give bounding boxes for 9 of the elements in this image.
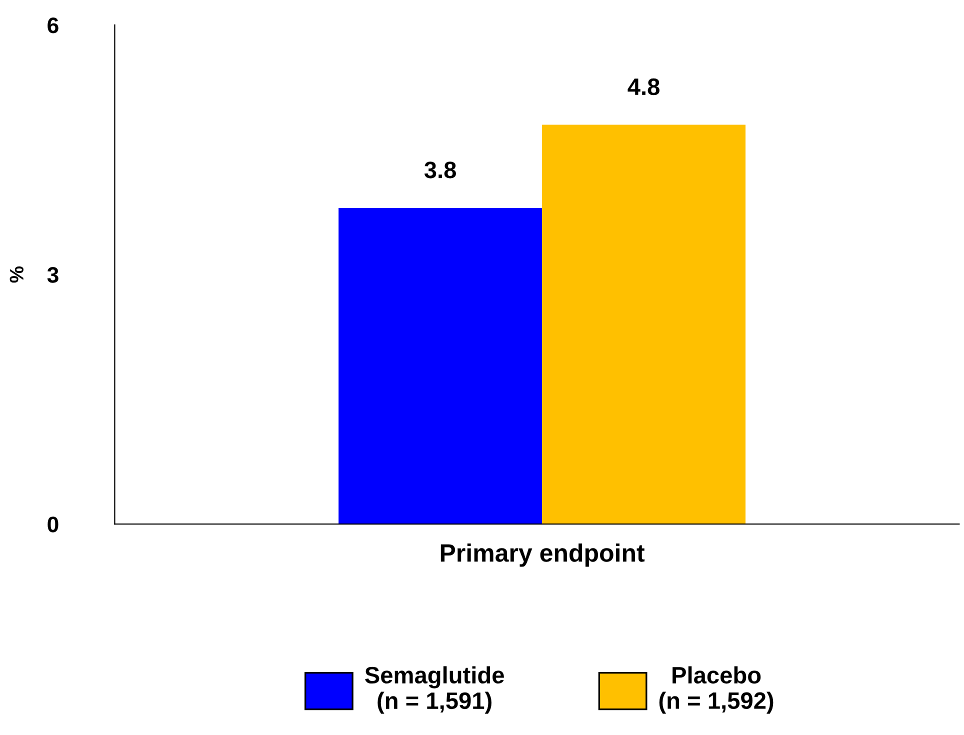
legend-label: Placebo (n = 1,592) <box>659 666 774 714</box>
y-tick-label: 0 <box>48 516 58 532</box>
y-tick-label: 6 <box>48 18 58 34</box>
legend-label: Semaglutide (n = 1,591) <box>365 666 504 714</box>
y-tick-label: 3 <box>47 267 58 283</box>
data-label: 4.8 <box>628 78 660 96</box>
data-label: 3.8 <box>424 162 456 178</box>
y-axis-title: % <box>10 266 24 283</box>
x-tick-label: Primary endpoint <box>440 544 645 567</box>
